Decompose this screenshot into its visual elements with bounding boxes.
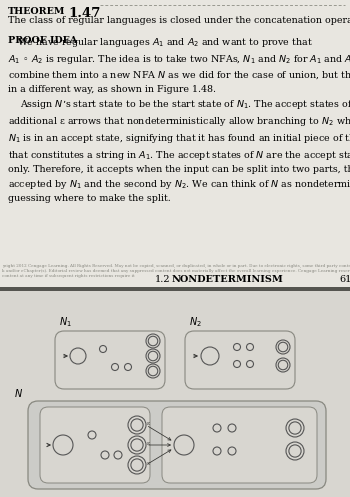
- Text: 61: 61: [339, 275, 350, 284]
- Text: $N_2$: $N_2$: [189, 315, 202, 329]
- Text: ε: ε: [147, 421, 150, 426]
- Bar: [0, 0, 350, 290]
- Text: $N$: $N$: [14, 387, 23, 399]
- Text: THEOREM: THEOREM: [8, 7, 65, 16]
- Text: The class of regular languages is closed under the concatenation operation.: The class of regular languages is closed…: [8, 16, 350, 25]
- FancyBboxPatch shape: [185, 331, 295, 389]
- Text: NONDETERMINISM: NONDETERMINISM: [172, 275, 284, 284]
- Bar: [0, 290, 350, 497]
- Text: $N_1$: $N_1$: [59, 315, 72, 329]
- Text: ε: ε: [147, 461, 150, 466]
- Bar: [0, 287, 350, 291]
- FancyBboxPatch shape: [28, 401, 326, 489]
- FancyBboxPatch shape: [162, 407, 317, 483]
- Text: 1.2: 1.2: [155, 275, 171, 284]
- Text: We have regular languages $A_1$ and $A_2$ and want to prove that
$A_1$ ◦ $A_2$ i: We have regular languages $A_1$ and $A_2…: [8, 36, 350, 203]
- FancyBboxPatch shape: [55, 331, 165, 389]
- FancyBboxPatch shape: [40, 407, 150, 483]
- Text: yright 2012 Cengage Learning. All Rights Reserved. May not be copied, scanned, o: yright 2012 Cengage Learning. All Rights…: [2, 264, 350, 278]
- Text: PROOF IDEA: PROOF IDEA: [8, 36, 77, 45]
- Text: ε: ε: [147, 441, 150, 446]
- Text: 1.47: 1.47: [68, 7, 100, 20]
